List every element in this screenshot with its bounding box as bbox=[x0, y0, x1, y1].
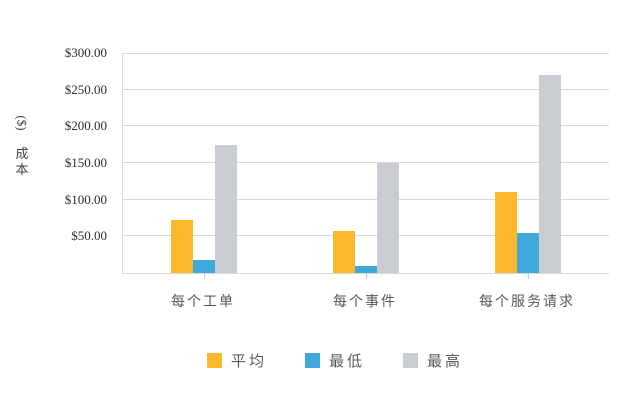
gridline-300 bbox=[123, 53, 609, 54]
legend-swatch-icon bbox=[403, 353, 418, 368]
y-tick-label-150: $150.00 bbox=[64, 155, 107, 170]
bar-最高-每个事件 bbox=[377, 163, 399, 273]
y-axis-tick-labels: $50.00 $100.00 $150.00 $200.00 $250.00 $300.0… bbox=[0, 45, 107, 273]
bar-最低-每个事件 bbox=[355, 265, 377, 273]
y-tick-label-100: $100.00 bbox=[64, 191, 107, 207]
bar-最高-每个服务请求 bbox=[539, 75, 561, 273]
x-category-label-每个事件: 每个事件 bbox=[333, 293, 397, 309]
legend-swatch-icon bbox=[206, 353, 222, 368]
legend-label: 最低 bbox=[328, 353, 365, 370]
x-category-label-每个服务请求: 每个服务请求 bbox=[479, 293, 575, 309]
y-tick-label-250: $250.00 bbox=[64, 81, 107, 97]
bar-平均-每个服务请求 bbox=[495, 192, 517, 273]
bar-最低-每个服务请求 bbox=[517, 232, 539, 273]
gridline-100 bbox=[123, 199, 609, 200]
legend-item-最高: 最高 bbox=[403, 350, 463, 371]
gridline-150 bbox=[123, 162, 609, 163]
bar-平均-每个事件 bbox=[333, 231, 355, 273]
plot-area bbox=[122, 53, 609, 279]
legend: 平均 最低 最高 bbox=[0, 350, 628, 371]
bar-平均-每个工单 bbox=[171, 220, 193, 273]
x-axis-category-labels: 每个工单 每个事件 每个服务请求 bbox=[122, 291, 608, 311]
gridline-50 bbox=[123, 235, 609, 236]
legend-swatch-icon bbox=[304, 353, 320, 368]
legend-label: 平均 bbox=[230, 353, 267, 370]
y-axis-title-char-2: 本 bbox=[15, 162, 29, 178]
y-axis-title: ($) 成 本 bbox=[8, 108, 36, 179]
legend-label: 最高 bbox=[427, 353, 464, 370]
y-tick-label-300: $300.00 bbox=[64, 45, 107, 60]
gridline-200 bbox=[123, 125, 609, 126]
legend-item-平均: 平均 bbox=[206, 350, 267, 371]
legend-item-最低: 最低 bbox=[304, 350, 365, 371]
x-axis-tick-每个工单 bbox=[204, 273, 205, 279]
bar-最低-每个工单 bbox=[193, 259, 215, 273]
bar-最高-每个工单 bbox=[215, 144, 237, 273]
x-axis-tick-每个事件 bbox=[366, 273, 367, 279]
x-category-label-每个工单: 每个工单 bbox=[171, 293, 235, 309]
y-tick-label-50: $50.00 bbox=[71, 228, 107, 244]
y-axis-title-char-1: 成 bbox=[15, 146, 29, 161]
x-axis-tick-每个服务请求 bbox=[528, 273, 529, 279]
gridline-250 bbox=[123, 89, 609, 90]
y-tick-label-200: $200.00 bbox=[64, 118, 107, 134]
